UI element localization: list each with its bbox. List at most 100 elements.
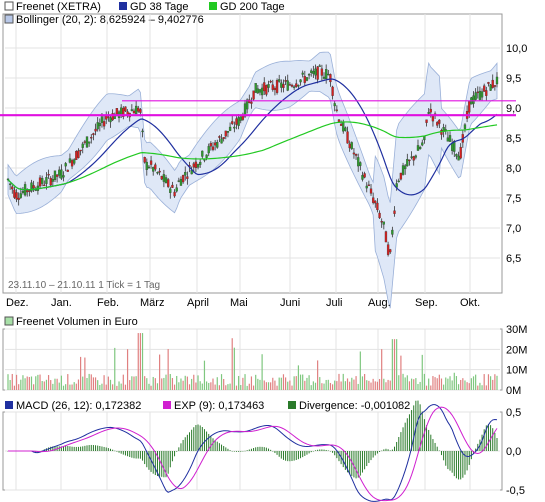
candle-body [233,126,236,129]
volume-bar [184,375,186,390]
candle-body [348,143,351,149]
candle-body [376,202,379,211]
volume-bar [114,347,116,390]
candle-body [367,184,371,186]
divergence-bar [80,446,82,451]
volume-bar [297,365,300,390]
candle-body [32,185,35,189]
divergence-bar [171,451,173,462]
candle-body [451,143,454,151]
volume-y-tick-label: 10M [506,365,527,377]
divergence-bar [127,451,129,457]
divergence-bar [353,451,355,478]
volume-bar [466,382,468,390]
divergence-bar [263,447,265,451]
divergence-bar [105,447,107,451]
divergence-bar [323,449,325,451]
volume-bar [37,374,39,390]
volume-bar [325,379,327,390]
x-tick-label: Mai [230,297,248,309]
volume-bar [131,376,133,390]
divergence-bar [321,449,323,451]
divergence-bar [60,446,62,451]
volume-bar [116,385,118,390]
volume-bar [415,378,417,390]
divergence-bar [394,446,396,451]
divergence-bar [112,449,114,451]
volume-bar [449,376,451,390]
divergence-bar [357,451,359,478]
candle-body [378,212,381,219]
volume-bar [171,378,174,390]
divergence-bar [65,445,67,451]
volume-bar [462,378,464,390]
divergence-bar [291,451,293,462]
volume-bar [451,380,453,390]
divergence-bar [458,451,460,480]
macd-histogram [7,400,498,480]
volume-bar [485,385,487,390]
divergence-bar [208,433,210,451]
divergence-bar [229,450,231,451]
divergence-bar [329,451,331,452]
volume-bar [161,378,163,390]
volume-bar [176,375,178,390]
divergence-bar [319,449,321,451]
divergence-bar [235,451,237,452]
divergence-bar [347,451,349,473]
volume-bar [468,383,470,390]
volume-bar [9,380,11,390]
divergence-bar [95,445,97,451]
candle-body [169,188,172,193]
candle-body [241,115,245,120]
divergence-bar [199,425,201,451]
candle-body [130,109,134,111]
volume-bar [410,378,413,390]
divergence-bar [137,451,139,459]
divergence-bar [293,451,295,461]
volume-bar [252,385,255,390]
macd-legend-label: MACD (26, 12): 0,172382 [16,400,141,412]
candle-body [228,126,232,131]
divergence-bar [492,428,494,451]
candle-body [327,73,330,76]
candle-body [273,87,277,91]
volume-bar [54,378,56,390]
divergence-bar [165,451,167,478]
volume-bar [436,378,438,390]
divergence-bar [274,451,276,454]
volume-bar [270,382,272,390]
volume-bar [361,376,364,390]
candle-body [310,70,313,73]
candle-body [263,82,266,92]
candle-body [448,135,452,142]
price-y-tick-label: 9,0 [506,103,521,115]
candle-body [94,128,97,132]
volume-bar [80,356,82,390]
candle-body [77,150,80,158]
price-legend-swatch [4,1,14,11]
volume-bar [351,377,353,390]
x-tick-label: Jan. [51,297,72,309]
volume-bar [366,380,368,390]
candle-body [463,124,467,129]
divergence-bar [154,451,156,476]
volume-bar [165,374,167,390]
volume-bar [378,378,381,390]
candle-body [143,157,146,163]
divergence-bar [376,451,378,454]
divergence-bar [466,451,468,471]
candle-body [192,163,195,168]
divergence-bar [344,451,346,470]
candle-body [416,145,420,151]
divergence-bar [366,451,368,467]
candle-body [314,68,317,76]
divergence-bar [411,410,413,451]
candle-body [175,187,178,192]
candle-body [457,155,460,161]
divergence-bar [156,451,158,476]
candle-body [158,170,161,173]
divergence-bar [270,449,272,451]
candle-body [21,190,25,193]
candles [6,64,499,257]
